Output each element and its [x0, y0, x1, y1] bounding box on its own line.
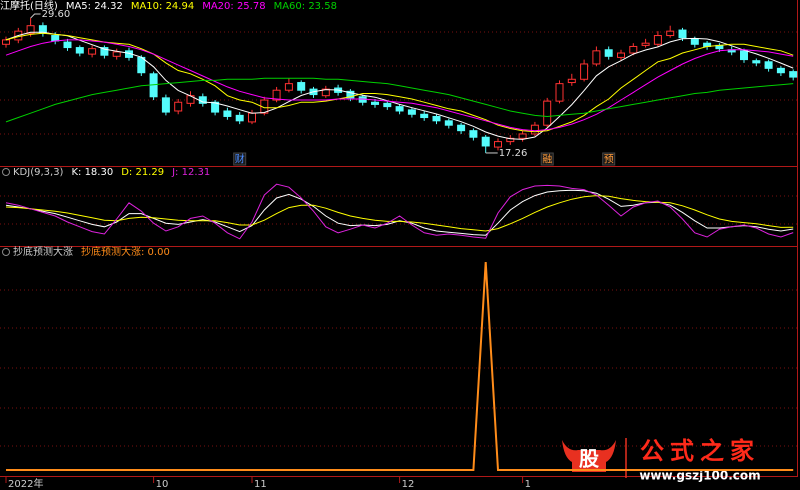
event-label: 财	[235, 153, 245, 166]
x-tick-label: 10	[156, 479, 169, 490]
watermark-logo-shape	[562, 440, 616, 472]
candle-body	[604, 49, 613, 57]
candle-body	[272, 89, 281, 101]
x-tick-label: 1	[525, 479, 531, 490]
candle-body	[371, 101, 379, 105]
watermark-name: 公式之家	[640, 437, 760, 465]
candle-body	[2, 39, 10, 45]
grid	[0, 31, 797, 447]
candle-body	[248, 112, 256, 123]
legend-entry: MA10: 24.94	[131, 1, 194, 12]
candle-body	[567, 78, 576, 84]
candle-body	[100, 47, 109, 56]
candle-body	[629, 45, 638, 54]
watermark-logo: 股	[579, 447, 599, 471]
candle-body	[112, 51, 121, 57]
candle-body	[530, 124, 539, 135]
candle-body	[420, 113, 429, 119]
watermark: 股 公式之家 www.gszj100.com	[562, 437, 761, 483]
candle-body	[641, 42, 650, 46]
legend-entry: MA60: 23.58	[274, 1, 337, 12]
candle-body	[51, 35, 60, 42]
candle-body	[481, 136, 490, 147]
candle-body	[432, 115, 441, 122]
x-tick-label: 12	[402, 479, 415, 490]
legend-entry: 抄底预测大涨: 0.00	[81, 245, 170, 258]
event-box	[233, 152, 247, 166]
candle-body	[297, 82, 306, 91]
candle-body	[346, 90, 355, 99]
candle-body	[764, 61, 773, 69]
candle-body	[211, 101, 220, 113]
series-line	[5, 195, 794, 232]
candle-body	[26, 25, 35, 34]
event-box	[602, 152, 616, 166]
candle-body	[789, 71, 798, 78]
candle-body	[518, 133, 527, 139]
candle-body	[174, 101, 183, 112]
candle-body	[407, 109, 416, 115]
high-leader	[30, 13, 41, 19]
panel-title: KDJ(9,3,3)	[13, 167, 64, 178]
candle-body	[740, 50, 748, 61]
x-tick-label: 11	[254, 479, 267, 490]
legend-entry: MA5: 24.32	[66, 1, 123, 12]
legend-entry: J: 12.31	[171, 167, 210, 178]
candle-body	[88, 48, 97, 55]
panel-title: 钱江摩托(日线)	[0, 0, 58, 12]
candle-body	[776, 67, 785, 74]
candle-body	[580, 63, 589, 80]
candle-body	[653, 35, 662, 45]
candle-body	[75, 47, 84, 54]
panel-icon	[2, 248, 10, 256]
candle-body	[383, 102, 392, 108]
candle-body	[444, 120, 453, 126]
low-label: 17.26	[499, 148, 528, 159]
event-label: 融	[542, 154, 552, 166]
legend-entry: D: 21.29	[121, 167, 164, 178]
candle-body	[678, 29, 687, 39]
candle-body	[494, 141, 502, 148]
candle-body	[617, 52, 625, 58]
high-label: 29.60	[42, 9, 71, 20]
candle-body	[752, 60, 761, 64]
x-tick-label: 2022年	[8, 477, 43, 490]
legend-entry: K: 18.30	[71, 167, 113, 178]
candle-body	[161, 97, 170, 113]
candle-body	[543, 100, 552, 126]
candle-body	[690, 38, 699, 45]
panel-icon	[2, 168, 10, 176]
series-line	[5, 39, 794, 132]
series-line	[5, 77, 794, 123]
candle-body	[457, 124, 466, 132]
candle-body	[284, 83, 293, 91]
series-line	[5, 31, 794, 140]
candle-body	[235, 114, 244, 122]
series-line	[6, 261, 794, 471]
event-box	[540, 152, 554, 166]
candle-body	[395, 106, 404, 112]
series-line	[5, 32, 794, 133]
candle-body	[223, 110, 232, 117]
panel-title: 抄底预测大涨	[13, 245, 73, 258]
candle-body	[555, 83, 564, 102]
candle-body	[666, 30, 675, 37]
candle-body	[63, 41, 72, 49]
watermark-url: www.gszj100.com	[639, 469, 760, 483]
candle-body	[592, 50, 601, 65]
candle-body	[469, 130, 478, 138]
legend-entry: MA20: 25.78	[202, 1, 265, 12]
event-label: 预	[604, 154, 614, 166]
series-line	[5, 183, 794, 240]
